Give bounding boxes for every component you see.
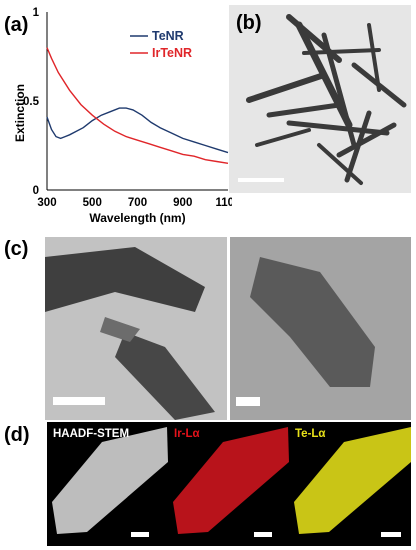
x-tick-label: 300	[37, 197, 56, 209]
nanorods-picture	[229, 5, 411, 193]
hrtem-image-rod-tip	[230, 237, 411, 420]
te-map-image: Te-Lα	[289, 422, 411, 546]
tem-image-single-rod	[45, 237, 227, 420]
x-tick-label: 900	[173, 197, 192, 209]
tem-image-nanorods	[229, 5, 411, 193]
legend-label-tenr: TeNR	[152, 29, 184, 43]
legend-label-irtenr: IrTeNR	[152, 46, 192, 60]
x-axis-title: Wavelength (nm)	[89, 211, 185, 225]
ir-label: Ir-Lα	[174, 428, 200, 440]
series-line-irtenr	[46, 47, 229, 164]
ir-map-image: Ir-Lα	[168, 422, 289, 546]
panel-label-a: (a)	[4, 14, 29, 36]
panel-label-c: (c)	[4, 238, 29, 260]
single-rod-picture	[45, 237, 227, 420]
y-axis-title: Extinction	[13, 84, 27, 142]
haadf-stem-image: HAADF-STEM	[47, 422, 168, 546]
y-tick-label: 1	[33, 7, 40, 19]
x-tick-label: 700	[128, 197, 147, 209]
rod-tip-picture	[230, 237, 411, 420]
te-map-picture	[289, 422, 411, 546]
haadf-picture	[47, 422, 168, 546]
haadf-label: HAADF-STEM	[53, 428, 130, 440]
y-tick-label: 0.5	[23, 96, 40, 108]
ir-map-picture	[168, 422, 289, 546]
series-line-tenr	[46, 107, 229, 154]
y-tick-label: 0	[33, 185, 39, 197]
x-tick-label: 500	[83, 197, 102, 209]
te-label: Te-Lα	[295, 428, 326, 440]
panel-label-b: (b)	[236, 12, 262, 34]
panel-label-d: (d)	[4, 424, 30, 446]
